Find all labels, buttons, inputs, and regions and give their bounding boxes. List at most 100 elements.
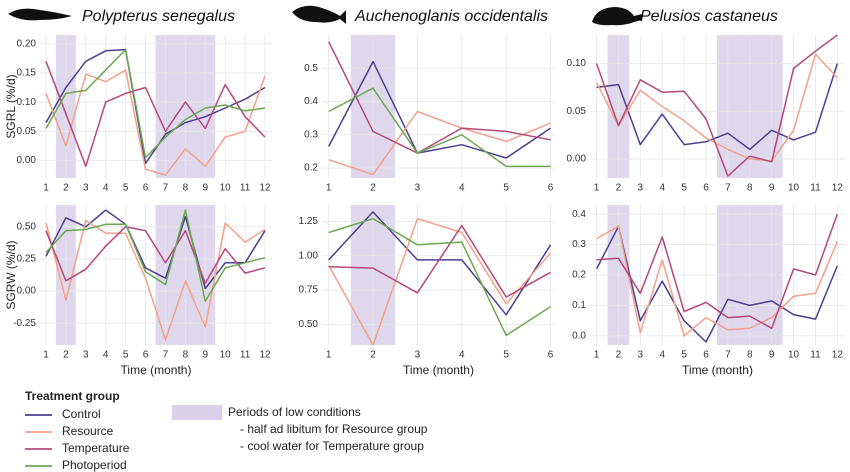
y-tick-label: 0.2 xyxy=(572,270,586,281)
x-tick-label: 12 xyxy=(259,183,271,194)
x-tick-label: 8 xyxy=(747,183,753,194)
x-tick-label: 9 xyxy=(203,350,209,361)
legend-shade-swatch xyxy=(172,405,222,420)
x-tick-label: 7 xyxy=(163,350,169,361)
x-tick-label: 6 xyxy=(703,183,709,194)
y-tick-label: 0.1 xyxy=(572,300,586,311)
series-line xyxy=(328,60,552,159)
y-tick-label: 0.05 xyxy=(567,106,587,117)
y-tick-label: 0.00 xyxy=(17,155,37,166)
legend-shade-label: Periods of low conditions xyxy=(228,405,361,419)
series-line xyxy=(595,225,838,343)
y-tick-label: 0.20 xyxy=(17,38,37,49)
x-tick-label: 2 xyxy=(63,183,69,194)
y-tick-label: 0.25 xyxy=(17,254,37,265)
x-tick-label: 8 xyxy=(747,350,753,361)
x-tick-label: 10 xyxy=(788,350,800,361)
series-line xyxy=(328,217,552,337)
series-line xyxy=(596,63,839,151)
x-tick-label: 12 xyxy=(832,183,844,194)
y-tick-label: 0.3 xyxy=(572,239,586,250)
x-tick-label: 11 xyxy=(810,183,821,194)
series-line xyxy=(45,219,266,341)
x-tick-label: 6 xyxy=(143,183,149,194)
y-tick-label: 0.4 xyxy=(304,96,318,107)
x-tick-label: 11 xyxy=(240,350,251,361)
y-tick-label: 0.10 xyxy=(17,97,37,108)
turtle-silhouette xyxy=(592,7,642,26)
legend-label: Temperature xyxy=(62,441,130,455)
panel-title: Polypterus senegalus xyxy=(82,8,235,25)
legend-shade-note: - cool water for Temperature group xyxy=(240,439,424,453)
x-tick-label: 4 xyxy=(103,183,109,194)
x-tick-label: 5 xyxy=(681,350,687,361)
series-line xyxy=(45,69,266,176)
x-tick-label: 2 xyxy=(370,183,376,194)
panel-title: Pelusios castaneus xyxy=(640,8,778,25)
x-axis-label: Time (month) xyxy=(403,363,474,377)
series-line xyxy=(328,41,551,154)
x-tick-label: 6 xyxy=(703,350,709,361)
x-tick-label: 7 xyxy=(163,183,169,194)
x-tick-label: 5 xyxy=(123,183,129,194)
series-line xyxy=(595,34,838,177)
x-tick-label: 4 xyxy=(459,350,465,361)
x-tick-label: 6 xyxy=(143,350,149,361)
x-tick-label: 5 xyxy=(681,183,687,194)
series-line xyxy=(328,110,551,176)
panel-title: Auchenoglanis occidentalis xyxy=(354,8,548,25)
y-tick-label: 1.00 xyxy=(299,250,319,261)
y-tick-label: 0.00 xyxy=(17,286,37,297)
x-tick-label: 1 xyxy=(326,350,332,361)
y-tick-label: 0.0 xyxy=(572,331,586,342)
x-tick-label: 9 xyxy=(203,183,209,194)
x-tick-label: 1 xyxy=(326,183,332,194)
series-line xyxy=(45,209,266,303)
x-tick-label: 3 xyxy=(415,183,421,194)
y-tick-label: 0.5 xyxy=(304,63,318,74)
x-tick-label: 3 xyxy=(638,350,644,361)
series-line xyxy=(45,226,266,285)
series-line xyxy=(328,217,552,346)
y-tick-label: -0.25 xyxy=(13,318,36,329)
y-tick-label: 0.75 xyxy=(299,285,319,296)
y-tick-label: 0.15 xyxy=(17,68,37,79)
x-tick-label: 11 xyxy=(240,183,251,194)
x-tick-label: 2 xyxy=(63,350,69,361)
y-tick-label: 0.4 xyxy=(572,209,586,220)
x-tick-label: 8 xyxy=(183,183,189,194)
icon-fish xyxy=(8,5,642,26)
x-tick-label: 1 xyxy=(43,183,49,194)
y-tick-label: 0.50 xyxy=(17,221,37,232)
y-axis-label: SGRL (%/d) xyxy=(4,74,18,138)
x-tick-label: 6 xyxy=(548,350,554,361)
catfish-silhouette xyxy=(292,5,346,24)
x-tick-label: 10 xyxy=(220,350,232,361)
x-tick-label: 4 xyxy=(659,183,665,194)
x-tick-label: 6 xyxy=(548,183,554,194)
x-tick-label: 12 xyxy=(259,350,271,361)
legend-title: Treatment group xyxy=(25,389,120,403)
x-tick-label: 10 xyxy=(788,183,800,194)
y-tick-label: 0.50 xyxy=(299,319,319,330)
series-line xyxy=(596,225,838,337)
x-tick-label: 3 xyxy=(83,350,89,361)
x-tick-label: 2 xyxy=(370,350,376,361)
x-tick-label: 11 xyxy=(810,350,821,361)
x-tick-label: 1 xyxy=(594,350,600,361)
y-tick-label: 1.25 xyxy=(299,216,319,227)
series-line xyxy=(45,209,266,290)
series-line xyxy=(328,224,551,298)
x-tick-label: 10 xyxy=(220,183,232,194)
y-tick-label: 0.10 xyxy=(567,58,587,69)
series-line xyxy=(45,48,266,159)
x-tick-label: 3 xyxy=(415,350,421,361)
series-line xyxy=(596,213,839,330)
x-tick-label: 3 xyxy=(638,183,644,194)
y-tick-label: 0.2 xyxy=(304,163,318,174)
y-tick-label: 0.05 xyxy=(17,126,37,137)
series-line xyxy=(45,61,266,168)
legend-label: Control xyxy=(62,407,101,421)
x-tick-label: 2 xyxy=(616,183,622,194)
